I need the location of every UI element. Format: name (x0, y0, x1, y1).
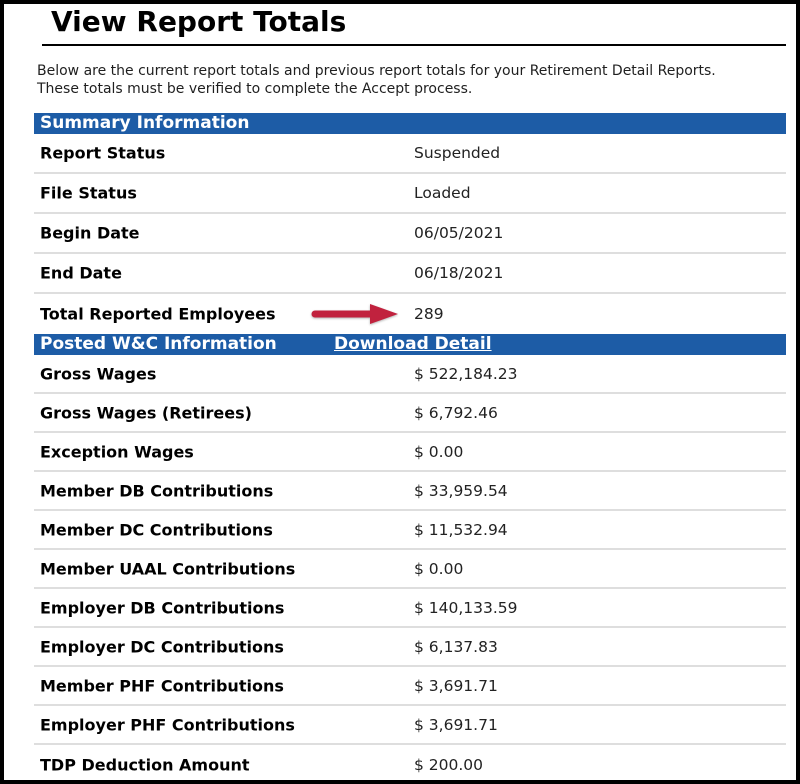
row-label: Begin Date (40, 223, 140, 243)
posted-rows: Gross Wages $ 522,184.23 Gross Wages (Re… (34, 355, 786, 780)
row-value: $ 6,792.46 (414, 403, 498, 422)
summary-section-title: Summary Information (40, 113, 250, 133)
row-label: TDP Deduction Amount (40, 755, 250, 774)
row-value: $ 522,184.23 (414, 364, 518, 383)
row-value: 06/05/2021 (414, 224, 504, 242)
row-value: $ 6,137.83 (414, 637, 498, 656)
row-label: Member PHF Contributions (40, 676, 284, 695)
row-value: $ 200.00 (414, 755, 484, 774)
posted-section-title: Posted W&C Information (40, 334, 277, 354)
summary-section-header: Summary Information (34, 113, 786, 134)
page-title: View Report Totals (51, 5, 347, 38)
row-value: Loaded (414, 184, 471, 202)
table-row: Gross Wages $ 522,184.23 (34, 355, 786, 394)
row-value: $ 3,691.71 (414, 715, 498, 734)
summary-rows: Report Status Suspended File Status Load… (34, 134, 786, 334)
row-label: Total Reported Employees (40, 304, 276, 324)
intro-line-1: Below are the current report totals and … (37, 63, 716, 79)
table-row: Member PHF Contributions $ 3,691.71 (34, 667, 786, 706)
row-label: Employer PHF Contributions (40, 715, 295, 734)
table-row: File Status Loaded (34, 174, 786, 214)
table-row: Member UAAL Contributions $ 0.00 (34, 550, 786, 589)
intro-text: Below are the current report totals and … (37, 62, 796, 98)
row-label: Employer DB Contributions (40, 598, 285, 617)
table-row: Gross Wages (Retirees) $ 6,792.46 (34, 394, 786, 433)
row-value: 06/18/2021 (414, 264, 504, 282)
row-label: Gross Wages (Retirees) (40, 403, 252, 422)
table-row: Total Reported Employees 289 (34, 294, 786, 334)
table-row: Begin Date 06/05/2021 (34, 214, 786, 254)
table-row: Report Status Suspended (34, 134, 786, 174)
row-value: $ 33,959.54 (414, 481, 508, 500)
row-label: Member DB Contributions (40, 481, 274, 500)
download-detail-link[interactable]: Download Detail (334, 334, 492, 354)
highlight-arrow-icon (310, 303, 400, 325)
row-value: 289 (414, 305, 444, 323)
table-row: Member DC Contributions $ 11,532.94 (34, 511, 786, 550)
posted-section-header: Posted W&C Information Download Detail (34, 334, 786, 355)
row-value: $ 0.00 (414, 559, 464, 578)
intro-line-2: These totals must be verified to complet… (37, 81, 473, 97)
row-label: Exception Wages (40, 442, 194, 461)
table-row: Employer DC Contributions $ 6,137.83 (34, 628, 786, 667)
table-row: Exception Wages $ 0.00 (34, 433, 786, 472)
table-row: End Date 06/18/2021 (34, 254, 786, 294)
table-row: Employer DB Contributions $ 140,133.59 (34, 589, 786, 628)
row-value: $ 11,532.94 (414, 520, 508, 539)
row-value: $ 0.00 (414, 442, 464, 461)
row-label: End Date (40, 263, 122, 283)
row-label: Member UAAL Contributions (40, 559, 296, 578)
row-value: $ 3,691.71 (414, 676, 498, 695)
row-label: Gross Wages (40, 364, 157, 383)
table-row: Member DB Contributions $ 33,959.54 (34, 472, 786, 511)
row-value: $ 140,133.59 (414, 598, 518, 617)
row-label: Report Status (40, 143, 166, 163)
table-row: TDP Deduction Amount $ 200.00 (34, 745, 786, 780)
row-label: Employer DC Contributions (40, 637, 284, 656)
title-rule (42, 44, 786, 46)
row-value: Suspended (414, 144, 501, 162)
row-label: Member DC Contributions (40, 520, 273, 539)
table-row: Employer PHF Contributions $ 3,691.71 (34, 706, 786, 745)
row-label: File Status (40, 183, 137, 203)
